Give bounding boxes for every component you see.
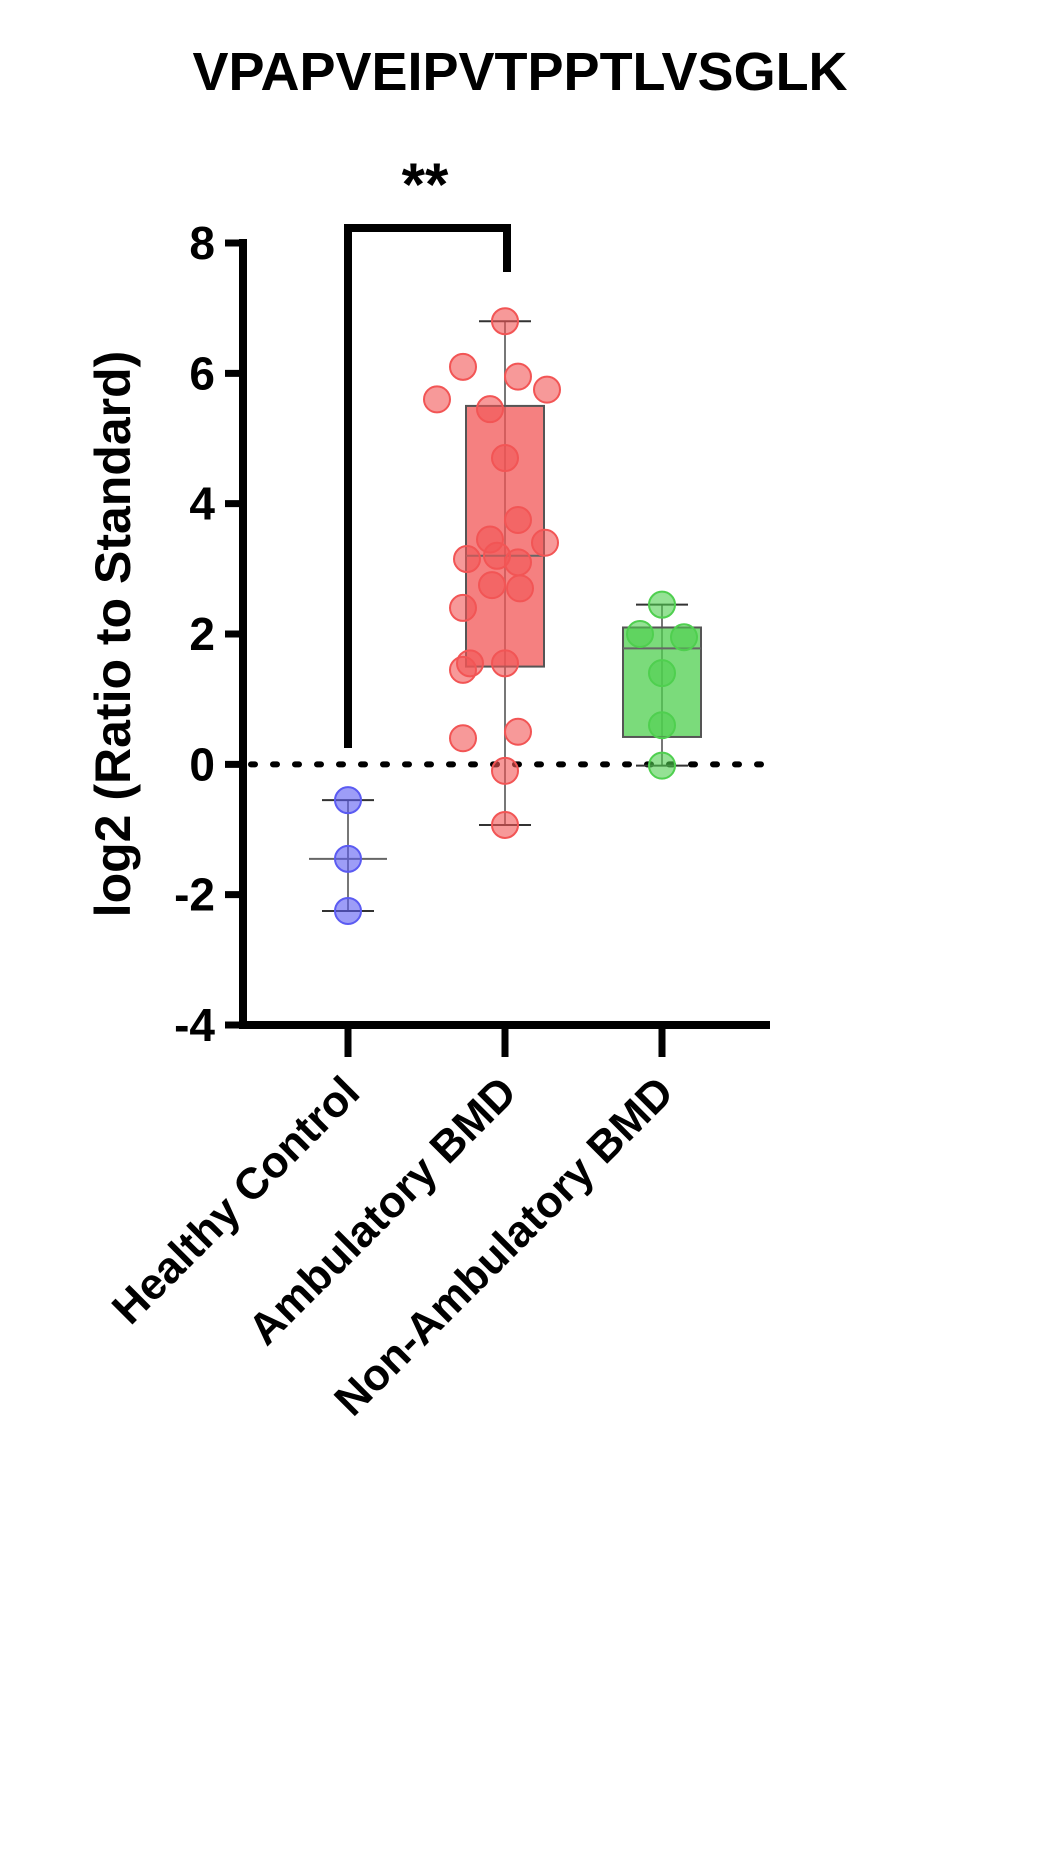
data-point bbox=[531, 528, 559, 557]
data-point bbox=[423, 385, 451, 414]
data-point bbox=[491, 444, 519, 473]
y-tick-label: 6 bbox=[189, 347, 215, 399]
y-tick-label: 8 bbox=[189, 217, 215, 269]
data-point bbox=[626, 620, 654, 648]
data-point bbox=[491, 649, 519, 678]
y-tick-label: 0 bbox=[189, 738, 215, 790]
data-point bbox=[504, 548, 532, 577]
data-point bbox=[670, 623, 698, 652]
significance: ** bbox=[402, 151, 449, 218]
data-point bbox=[648, 659, 676, 688]
data-point bbox=[491, 810, 519, 839]
data-point bbox=[533, 375, 561, 404]
y-tick-label: -4 bbox=[174, 999, 215, 1051]
data-point bbox=[334, 844, 362, 873]
data-point bbox=[648, 751, 676, 780]
data-point bbox=[449, 352, 477, 381]
data-point bbox=[648, 711, 676, 740]
data-point bbox=[449, 593, 477, 622]
data-point bbox=[504, 717, 532, 746]
y-tick-label: -2 bbox=[174, 869, 215, 921]
significance-bracket bbox=[344, 224, 511, 748]
x-tick-label: Ambulatory BMD bbox=[239, 1067, 526, 1354]
data-point bbox=[478, 571, 506, 600]
y-tick-label: 4 bbox=[189, 478, 215, 530]
data-point bbox=[506, 574, 534, 603]
data-point bbox=[449, 655, 477, 684]
data-point bbox=[334, 896, 362, 925]
data-point bbox=[504, 505, 532, 534]
data-point bbox=[491, 307, 519, 336]
y-axis-label: log2 (Ratio to Standard) bbox=[85, 351, 141, 918]
data-point bbox=[476, 395, 504, 424]
y-tick-label: 2 bbox=[189, 608, 215, 660]
data-point bbox=[453, 545, 481, 574]
chart-title: VPAPVEIPVTPPTLVSGLK bbox=[192, 42, 847, 102]
data-point bbox=[334, 786, 362, 815]
data-point bbox=[648, 590, 676, 619]
data-point bbox=[491, 756, 519, 785]
data-point bbox=[504, 362, 532, 391]
data-point bbox=[449, 724, 477, 753]
